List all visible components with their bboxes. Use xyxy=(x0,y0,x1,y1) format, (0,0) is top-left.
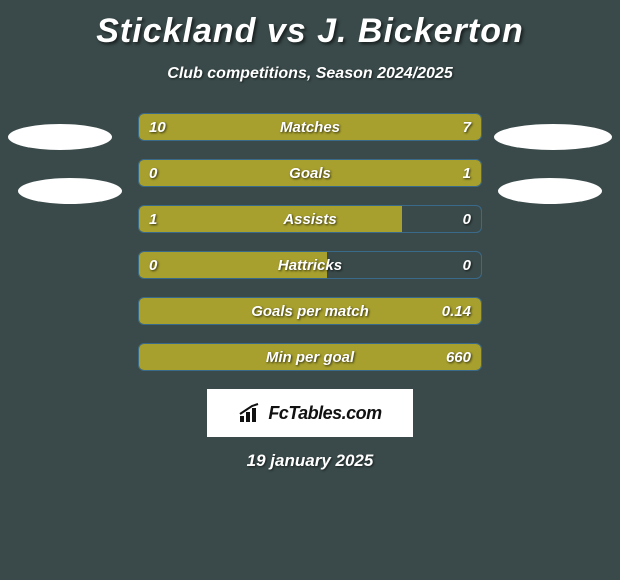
stat-value-right: 1 xyxy=(463,160,471,186)
stat-value-right: 0 xyxy=(463,252,471,278)
stat-label: Matches xyxy=(139,114,481,140)
decorative-ellipse xyxy=(494,124,612,150)
logo-icon xyxy=(238,402,264,424)
logo-box: FcTables.com xyxy=(207,389,413,437)
stat-row: Min per goal660 xyxy=(138,343,482,371)
stat-row: 10Matches7 xyxy=(138,113,482,141)
stat-label: Goals per match xyxy=(139,298,481,324)
stat-value-right: 660 xyxy=(446,344,471,370)
decorative-ellipse xyxy=(498,178,602,204)
stats-container: 10Matches70Goals11Assists00Hattricks0Goa… xyxy=(138,113,482,371)
stat-label: Goals xyxy=(139,160,481,186)
logo-text: FcTables.com xyxy=(268,403,381,424)
stat-label: Min per goal xyxy=(139,344,481,370)
page-title: Stickland vs J. Bickerton xyxy=(0,0,620,51)
stat-label: Assists xyxy=(139,206,481,232)
stat-row: 1Assists0 xyxy=(138,205,482,233)
stat-value-right: 0.14 xyxy=(442,298,471,324)
decorative-ellipse xyxy=(8,124,112,150)
stat-row: Goals per match0.14 xyxy=(138,297,482,325)
stat-value-right: 7 xyxy=(463,114,471,140)
date-text: 19 january 2025 xyxy=(0,451,620,471)
decorative-ellipse xyxy=(18,178,122,204)
stat-value-right: 0 xyxy=(463,206,471,232)
stat-row: 0Goals1 xyxy=(138,159,482,187)
stat-row: 0Hattricks0 xyxy=(138,251,482,279)
logo: FcTables.com xyxy=(238,402,381,424)
stat-label: Hattricks xyxy=(139,252,481,278)
subtitle: Club competitions, Season 2024/2025 xyxy=(0,65,620,83)
